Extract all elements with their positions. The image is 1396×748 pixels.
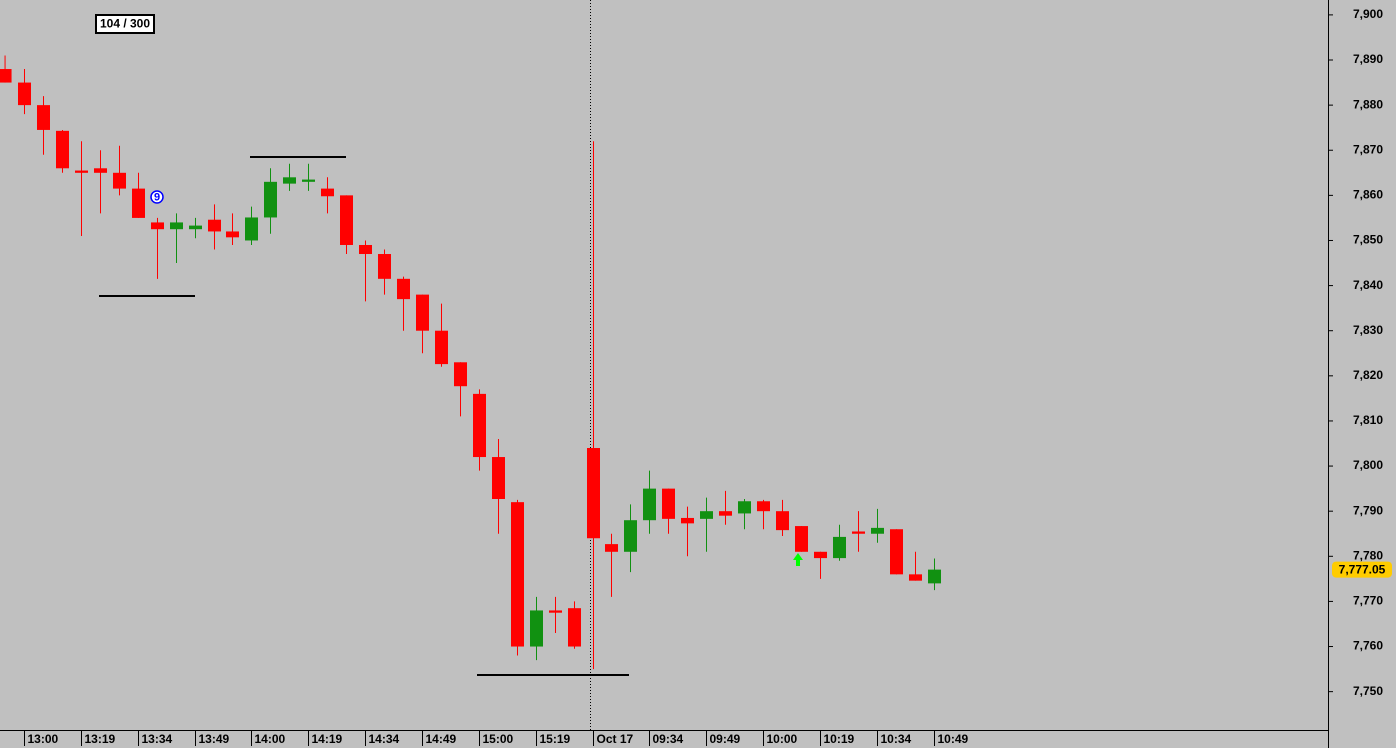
- x-tick-label: 09:49: [710, 732, 741, 746]
- candle-body: [170, 222, 183, 230]
- candle-body: [814, 551, 827, 559]
- candle-body: [132, 188, 145, 218]
- candle-body: [738, 501, 751, 514]
- y-tick-label: 7,800: [1353, 458, 1383, 472]
- candle-body: [94, 168, 107, 173]
- y-tick-label: 7,810: [1353, 413, 1383, 427]
- candle-body: [928, 569, 941, 584]
- x-tick-label: 10:19: [824, 732, 855, 746]
- candle-body: [909, 574, 922, 581]
- y-tick-label: 7,750: [1353, 684, 1383, 698]
- x-tick-label: 13:00: [28, 732, 59, 746]
- bar-counter: 104 / 300: [100, 17, 150, 31]
- x-tick-label: 14:00: [255, 732, 286, 746]
- candle-body: [871, 527, 884, 534]
- candle-body: [530, 610, 543, 647]
- candle-body: [340, 195, 353, 245]
- x-tick-label: 10:49: [938, 732, 969, 746]
- y-tick-label: 7,760: [1353, 639, 1383, 653]
- y-tick-label: 7,840: [1353, 278, 1383, 292]
- candle-body: [700, 511, 713, 519]
- y-tick-label: 7,870: [1353, 142, 1383, 156]
- x-tick-label: 14:49: [426, 732, 457, 746]
- x-tick-label: Oct 17: [597, 732, 634, 746]
- candle-body: [75, 170, 88, 173]
- x-tick-label: 13:49: [199, 732, 230, 746]
- candle-body: [890, 529, 903, 575]
- candle-body: [264, 181, 277, 218]
- candle-body: [359, 244, 372, 255]
- x-tick-label: 09:34: [653, 732, 684, 746]
- arrow-marker: [793, 553, 803, 566]
- candle-body: [435, 330, 448, 365]
- y-tick-label: 7,880: [1353, 97, 1383, 111]
- candle-body: [226, 231, 239, 238]
- candle-body: [492, 457, 505, 499]
- candle-body: [321, 188, 334, 197]
- candle-body: [37, 105, 50, 130]
- x-tick-label: 13:19: [85, 732, 116, 746]
- x-tick-label: 10:00: [767, 732, 798, 746]
- candle-body: [681, 517, 694, 524]
- x-tick-label: 13:34: [142, 732, 173, 746]
- candle-body: [189, 225, 202, 230]
- candle-body: [757, 501, 770, 512]
- y-tick-label: 7,900: [1353, 7, 1383, 21]
- candle-body: [378, 254, 391, 279]
- y-tick-label: 7,890: [1353, 52, 1383, 66]
- candle-body: [833, 536, 846, 559]
- candle-body: [18, 82, 31, 106]
- x-tick-label: 10:34: [881, 732, 912, 746]
- candle-body: [662, 488, 675, 519]
- candle-body: [283, 177, 296, 184]
- y-tick-label: 7,770: [1353, 594, 1383, 608]
- candle-body: [511, 502, 524, 647]
- y-tick-label: 7,820: [1353, 368, 1383, 382]
- candle-body: [208, 219, 221, 232]
- candle-body: [113, 172, 126, 189]
- y-tick-label: 7,850: [1353, 233, 1383, 247]
- candle-body: [151, 222, 164, 230]
- candle-body: [776, 511, 789, 531]
- candle-body: [605, 544, 618, 552]
- y-tick-label: 7,830: [1353, 323, 1383, 337]
- candle-body: [719, 511, 732, 516]
- last-price-tag: [1332, 561, 1392, 578]
- y-tick-label: 7,790: [1353, 503, 1383, 517]
- candle-body: [454, 362, 467, 387]
- last-price-label: 7,777.05: [1339, 562, 1386, 576]
- candle-body: [56, 130, 69, 169]
- candle-body: [416, 294, 429, 331]
- candle-body: [397, 278, 410, 300]
- candle-body: [549, 610, 562, 613]
- candle-body: [302, 179, 315, 182]
- candle-body: [568, 608, 581, 647]
- y-tick-label: 7,860: [1353, 188, 1383, 202]
- candle-body: [587, 448, 600, 539]
- candle-body: [473, 393, 486, 458]
- x-tick-label: 15:00: [483, 732, 514, 746]
- counter-box: [95, 14, 155, 34]
- candle-body: [643, 488, 656, 521]
- x-tick-label: 14:19: [312, 732, 343, 746]
- candle-body: [624, 520, 637, 552]
- y-tick-label: 7,780: [1353, 548, 1383, 562]
- signal-label: 9: [154, 191, 160, 203]
- candle-body: [245, 217, 258, 241]
- x-tick-label: 14:34: [369, 732, 400, 746]
- candle-body: [0, 69, 12, 83]
- x-tick-label: 15:19: [540, 732, 571, 746]
- candle-body: [852, 531, 865, 534]
- candle-body: [795, 526, 808, 552]
- signal-marker: [150, 190, 164, 204]
